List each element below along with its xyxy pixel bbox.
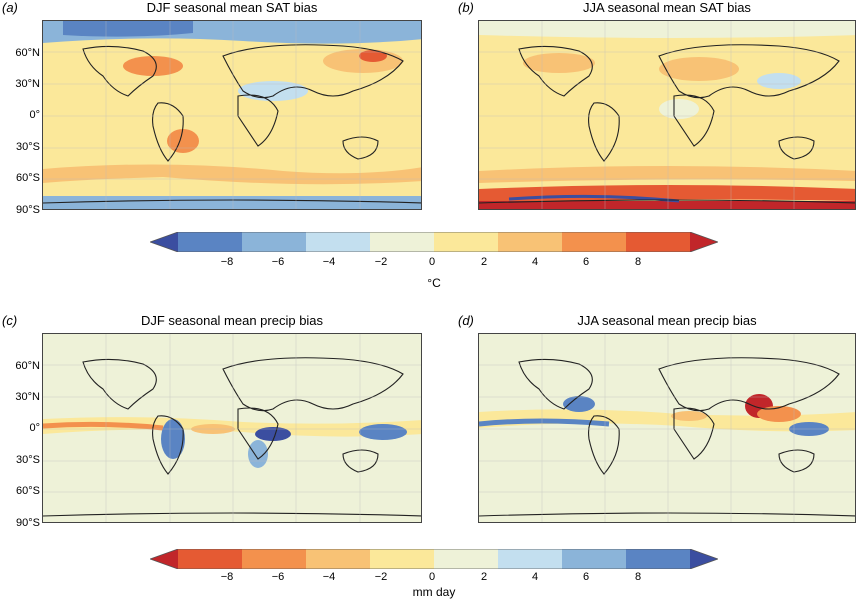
panel-d-title: JJA seasonal mean precip bias [577,313,757,328]
colorbar-bin [690,232,718,252]
panel-b-map-svg [479,21,855,209]
lat-label: 30°N [15,391,40,403]
colorbar-tick: 2 [480,571,488,583]
colorbar-bin [370,232,435,252]
colorbar-precip-svg [148,548,720,570]
lat-label: 60°N [15,47,40,59]
colorbar-bin [434,232,499,252]
panel-c-title: DJF seasonal mean precip bias [140,313,324,328]
colorbar-tick: 4 [531,571,539,583]
colorbar-tick: −6 [271,571,285,583]
lat-label: 30°S [16,454,40,466]
colorbar-bin [562,549,627,569]
colorbar-tick: −4 [322,571,336,583]
lat-label: 90°S [16,204,40,216]
panel-d-map-svg [479,334,855,522]
panel-d-letter: (d) [458,313,474,328]
lat-label: 60°N [15,360,40,372]
panel-c-letter: (c) [2,313,18,328]
panel-a-letter: (a) [2,0,18,15]
colorbar-sat-svg [148,231,720,253]
colorbar-bin [150,232,178,252]
colorbar-bin [178,232,243,252]
colorbar-bin [242,232,307,252]
colorbar-tick: 0 [428,256,436,268]
panel-c-map-svg [43,334,421,522]
colorbar-tick: −6 [271,256,285,268]
colorbar-bin [690,549,718,569]
lat-label: 60°S [16,485,40,497]
lat-label: 0° [29,109,40,121]
colorbar-tick: 8 [634,571,642,583]
colorbar-tick: 6 [582,571,590,583]
colorbar-bin [370,549,435,569]
panel-a-title: DJF seasonal mean SAT bias [146,0,318,15]
colorbar-bin [626,232,691,252]
colorbar-precip [148,548,720,570]
lat-label: 60°S [16,172,40,184]
colorbar-tick: 8 [634,256,642,268]
colorbar-tick: 2 [480,256,488,268]
colorbar-tick: 6 [582,256,590,268]
panel-c-map [42,333,422,523]
colorbar-bin [242,549,307,569]
panel-b-title: JJA seasonal mean SAT bias [583,0,751,15]
colorbar-bin [150,549,178,569]
lat-label: 30°N [15,78,40,90]
colorbar-tick: −2 [374,571,388,583]
lat-label: 30°S [16,141,40,153]
colorbar-bin [178,549,243,569]
colorbar-precip-unit: mm day [412,585,456,599]
colorbar-tick: 4 [531,256,539,268]
colorbar-tick: −8 [220,571,234,583]
lat-label: 90°S [16,517,40,529]
panel-b-letter: (b) [458,0,474,15]
panel-d-map [478,333,856,523]
colorbar-bin [562,232,627,252]
colorbar-bin [498,549,563,569]
colorbar-tick: −4 [322,256,336,268]
panel-a-map-svg [43,21,421,209]
colorbar-bin [306,549,371,569]
colorbar-sat [148,231,720,253]
panel-a-map [42,20,422,210]
colorbar-bin [498,232,563,252]
colorbar-bin [626,549,691,569]
colorbar-sat-unit: °C [427,276,441,290]
colorbar-tick: 0 [428,571,436,583]
colorbar-tick: −2 [374,256,388,268]
colorbar-bin [434,549,499,569]
lat-label: 0° [29,422,40,434]
colorbar-tick: −8 [220,256,234,268]
colorbar-bin [306,232,371,252]
panel-b-map [478,20,856,210]
